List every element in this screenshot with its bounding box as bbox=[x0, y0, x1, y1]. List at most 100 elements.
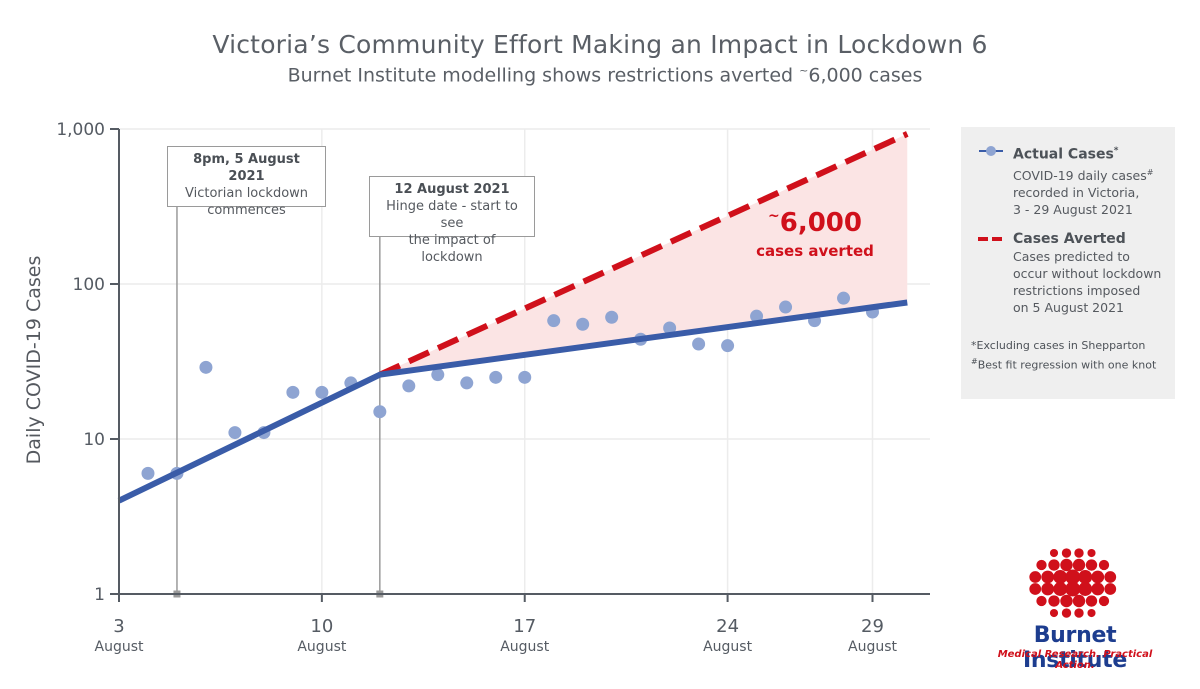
legend-note-2-mark: # bbox=[971, 356, 978, 366]
logo-dot bbox=[1061, 548, 1072, 558]
actual-points bbox=[141, 291, 879, 480]
logo-dot bbox=[1078, 582, 1093, 596]
data-point bbox=[141, 466, 155, 480]
legend-note-2-text: Best fit regression with one knot bbox=[977, 358, 1157, 372]
logo-dot bbox=[1087, 608, 1096, 618]
logo-dot bbox=[1053, 582, 1068, 596]
logo-dot bbox=[1036, 559, 1047, 571]
logo-dot bbox=[1085, 559, 1098, 571]
data-point bbox=[518, 370, 532, 384]
y-tick-label: 1 bbox=[94, 585, 105, 605]
chart-canvas: 1 10 100 1,000 3 August 10 August 17 August 24 Aug… bbox=[23, 120, 930, 655]
y-axis-label: Daily COVID-19 Cases bbox=[23, 256, 45, 465]
averted-text: cases averted bbox=[756, 242, 874, 260]
x-tick-sublabel: August bbox=[95, 639, 145, 655]
annotation-hinge-line1: Hinge date - start to see bbox=[386, 199, 518, 231]
logo-dot bbox=[1065, 569, 1081, 585]
data-point bbox=[315, 385, 329, 399]
logo-dot bbox=[1041, 570, 1055, 584]
legend-note-2: #Best fit regression with one knot bbox=[971, 354, 1165, 374]
data-point bbox=[750, 309, 764, 323]
x-tick-sublabel: August bbox=[848, 639, 898, 655]
x-tick-label: 3 bbox=[113, 616, 124, 637]
legend-item-averted: Cases Averted Cases predicted to occur w… bbox=[971, 230, 1165, 316]
logo-tagline: Medical Research. Practical Action. bbox=[997, 649, 1153, 671]
data-point bbox=[605, 310, 619, 324]
subtitle-text: Burnet Institute modelling shows restric… bbox=[287, 64, 800, 87]
logo-dot bbox=[1072, 558, 1086, 572]
subtitle-tail: 6,000 cases bbox=[808, 64, 923, 87]
logo-dot bbox=[1074, 548, 1084, 558]
annotation-hinge: 12 August 2021 Hinge date - start to see… bbox=[369, 176, 535, 265]
logo-dot bbox=[1087, 548, 1096, 558]
legend-actual-title-mark: * bbox=[1113, 146, 1119, 156]
logo-dot bbox=[1049, 608, 1059, 618]
data-point bbox=[721, 339, 735, 353]
logo-dot bbox=[1053, 570, 1068, 584]
x-tick-sublabel: August bbox=[297, 639, 347, 655]
logo-dot bbox=[1029, 583, 1042, 595]
logo-dot bbox=[1104, 571, 1117, 583]
burnet-logo: Burnet Institute Medical Research. Pract… bbox=[980, 545, 1180, 673]
x-tick-label: 17 bbox=[513, 616, 536, 637]
annotation-lockdown: 8pm, 5 August 2021 Victorian lockdown co… bbox=[167, 146, 326, 218]
logo-dot bbox=[1061, 608, 1072, 618]
y-tick-label: 10 bbox=[83, 430, 105, 450]
data-point bbox=[460, 376, 474, 390]
data-point bbox=[837, 291, 851, 305]
data-point bbox=[547, 314, 561, 328]
y-ticks: 1 10 100 1,000 bbox=[56, 120, 119, 605]
legend-averted-desc3: restrictions imposed bbox=[1013, 282, 1141, 298]
logo-dot bbox=[1036, 595, 1047, 607]
data-point bbox=[692, 337, 706, 351]
annotation-lockdown-title: 8pm, 5 August 2021 bbox=[193, 152, 300, 184]
logo-dot bbox=[1074, 608, 1084, 618]
averted-value: ~6,000 bbox=[740, 208, 890, 238]
x-ticks: 3 August 10 August 17 August 24 August 29 August bbox=[95, 594, 898, 655]
x-tick-label: 29 bbox=[861, 616, 884, 637]
fit-line bbox=[117, 299, 908, 504]
logo-dot bbox=[1048, 595, 1060, 607]
logo-name: Burnet Institute bbox=[1023, 623, 1127, 673]
legend-actual-title-text: Actual Cases bbox=[1013, 146, 1114, 163]
legend-actual-marker-icon bbox=[979, 146, 1003, 156]
data-point bbox=[228, 426, 242, 440]
logo-dot bbox=[1085, 595, 1098, 607]
logo-dot bbox=[1060, 558, 1073, 572]
legend-actual-desc1: COVID-19 daily cases# bbox=[1013, 164, 1165, 184]
data-point bbox=[431, 368, 445, 382]
legend-item-actual: Actual Cases* COVID-19 daily cases# reco… bbox=[971, 142, 1165, 218]
x-tick-label: 10 bbox=[310, 616, 333, 637]
legend-averted-title: Cases Averted bbox=[1013, 230, 1126, 247]
logo-dot bbox=[1104, 583, 1117, 595]
y-tick-label: 100 bbox=[73, 275, 105, 295]
annotation-lockdown-line1: Victorian lockdown bbox=[184, 186, 309, 201]
data-point bbox=[286, 385, 300, 399]
event-lines bbox=[173, 206, 384, 598]
legend-averted-desc4: on 5 August 2021 bbox=[1013, 299, 1124, 315]
annotation-lockdown-line2: commences bbox=[207, 203, 286, 218]
legend-averted-marker-icon bbox=[978, 236, 1004, 241]
logo-dot bbox=[1065, 581, 1081, 597]
logo-dot bbox=[1048, 559, 1060, 571]
logo-dot bbox=[1041, 582, 1055, 596]
data-point bbox=[199, 360, 213, 374]
x-tick-label: 24 bbox=[716, 616, 739, 637]
averted-number: 6,000 bbox=[779, 208, 862, 238]
legend-averted-desc1: Cases predicted to bbox=[1013, 248, 1130, 264]
legend-notes: *Excluding cases in Shepparton #Best fit… bbox=[971, 338, 1165, 374]
legend-actual-desc1-text: COVID-19 daily cases bbox=[1013, 167, 1147, 183]
logo-dot bbox=[1078, 570, 1093, 584]
legend-actual-desc1-mark: # bbox=[1146, 167, 1154, 177]
y-tick-label: 1,000 bbox=[56, 120, 105, 140]
data-point bbox=[576, 317, 590, 331]
logo-dot bbox=[1029, 571, 1042, 583]
data-point bbox=[489, 370, 503, 384]
legend-actual-title: Actual Cases* bbox=[1013, 142, 1165, 164]
legend-note-1-mark: * bbox=[971, 338, 977, 352]
subtitle-tilde: ~ bbox=[799, 64, 809, 77]
annotation-hinge-title: 12 August 2021 bbox=[394, 182, 510, 197]
legend: Actual Cases* COVID-19 daily cases# reco… bbox=[961, 127, 1175, 399]
data-point bbox=[402, 379, 416, 393]
legend-averted-desc2: occur without lockdown bbox=[1013, 265, 1162, 281]
